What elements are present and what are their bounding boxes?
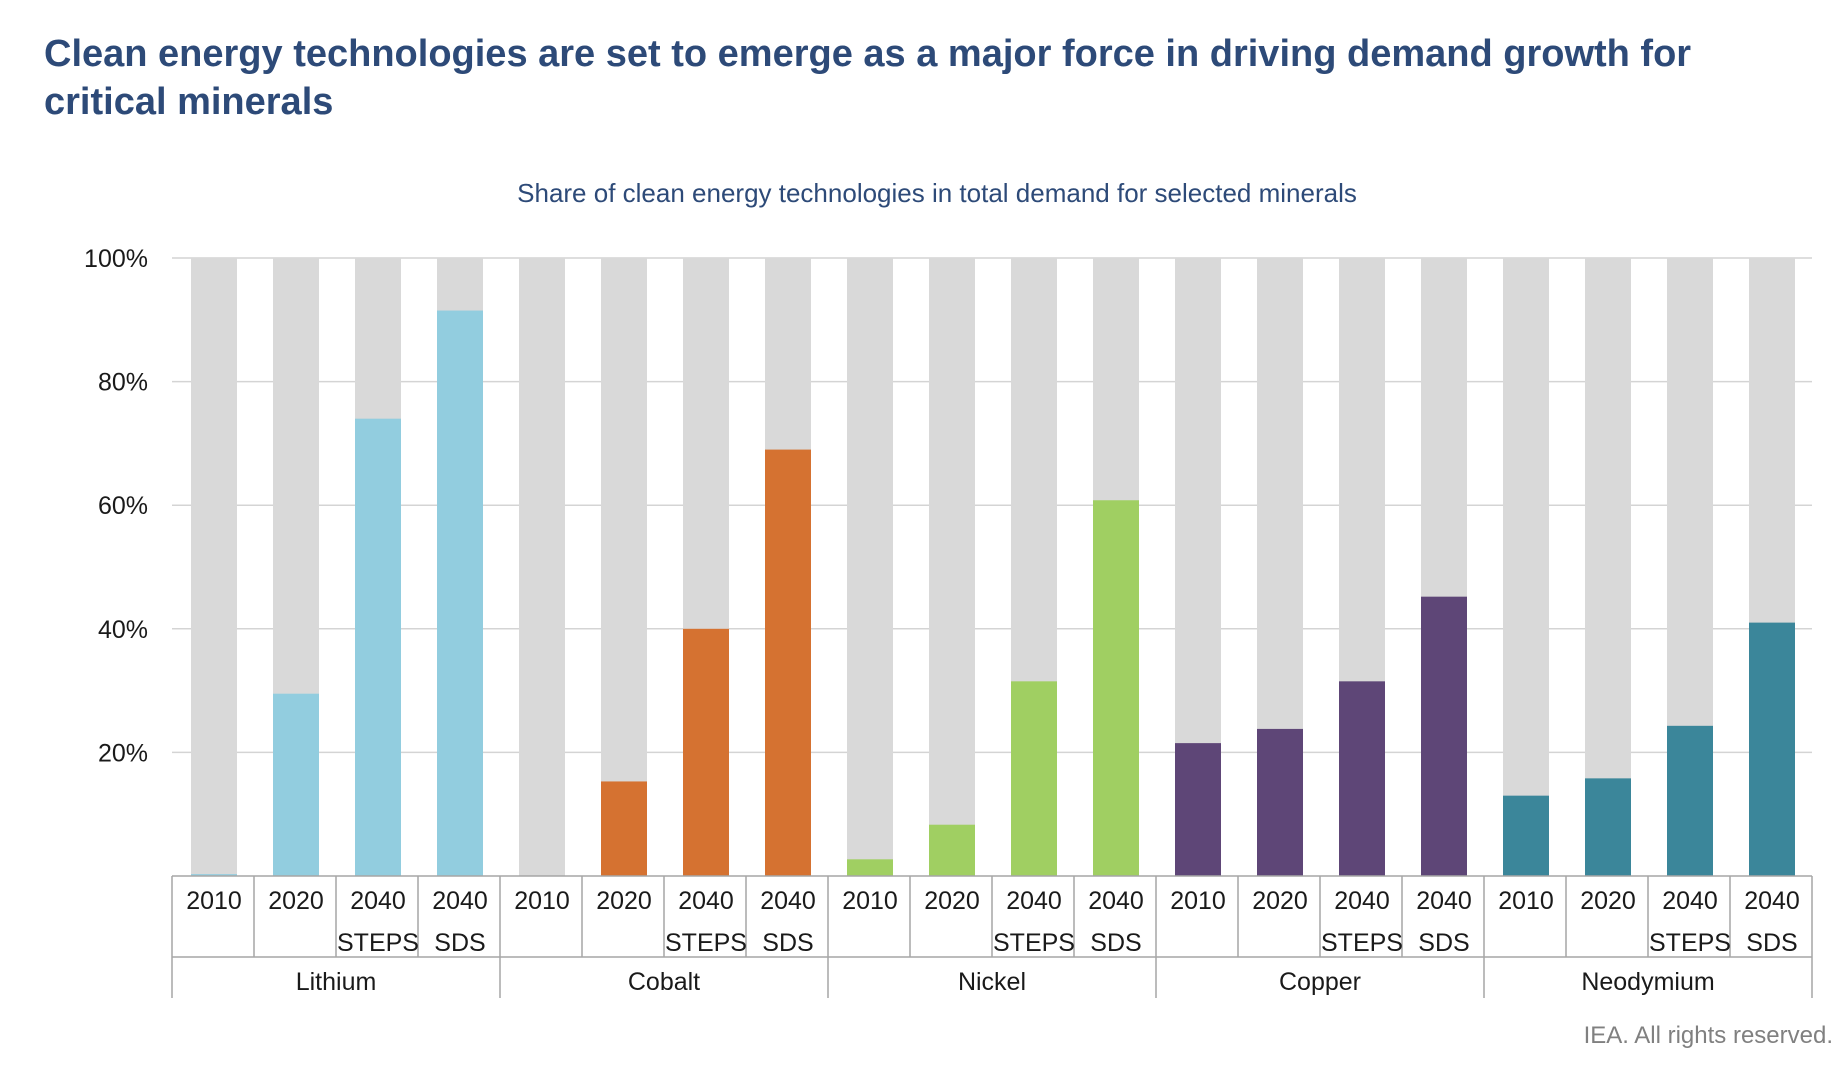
bar-clean-energy-share	[683, 628, 729, 876]
x-category-label: 2040	[1744, 887, 1800, 915]
x-category-label: 2010	[1170, 887, 1226, 915]
bar-clean-energy-share	[765, 449, 811, 876]
bar-clean-energy-share	[191, 874, 237, 876]
x-category-label: 2010	[514, 887, 570, 915]
bar-total-background	[929, 258, 975, 876]
x-category-label: 2040	[760, 887, 816, 915]
x-category-label: 2040	[350, 887, 406, 915]
y-tick-label: 20%	[98, 739, 148, 767]
bar-clean-energy-share	[355, 418, 401, 876]
bar-clean-energy-share	[1421, 596, 1467, 876]
bar-clean-energy-share	[1667, 725, 1713, 876]
bar-total-background	[191, 258, 237, 876]
bar-clean-energy-share	[1749, 622, 1795, 876]
y-tick-label: 60%	[98, 492, 148, 520]
x-category-label: SDS	[1418, 929, 1469, 957]
copyright-note: IEA. All rights reserved.	[1583, 1022, 1833, 1049]
x-category-label: SDS	[762, 929, 813, 957]
x-category-label: 2010	[186, 887, 242, 915]
x-group-label: Nickel	[958, 968, 1026, 996]
bar-clean-energy-share	[929, 824, 975, 876]
y-tick-label: 100%	[84, 245, 148, 273]
bar-clean-energy-share	[437, 310, 483, 876]
x-category-label: SDS	[1090, 929, 1141, 957]
page-title: Clean energy technologies are set to eme…	[44, 33, 1692, 123]
bar-total-background	[847, 258, 893, 876]
x-category-label: 2040	[1006, 887, 1062, 915]
bar-clean-energy-share	[1011, 681, 1057, 876]
bar-total-background	[519, 258, 565, 876]
x-category-label: 2040	[1088, 887, 1144, 915]
x-category-label: STEPS	[337, 929, 419, 957]
y-tick-label: 40%	[98, 616, 148, 644]
x-group-label: Lithium	[296, 968, 377, 996]
x-group-label: Neodymium	[1581, 968, 1714, 996]
x-category-label: 2020	[1580, 887, 1636, 915]
bars	[191, 258, 1795, 876]
x-axis: 2010 2020 2040 STEPS 2040 SDS Lithium 2010 2020 2…	[171, 875, 1813, 998]
x-category-label: 2040	[678, 887, 734, 915]
bar-clean-energy-share	[273, 693, 319, 876]
bar-clean-energy-share	[1175, 743, 1221, 876]
x-category-label: 2040	[1334, 887, 1390, 915]
bar-total-background	[601, 258, 647, 876]
bar-clean-energy-share	[601, 781, 647, 876]
bar-clean-energy-share	[1503, 795, 1549, 876]
x-category-label: 2020	[1252, 887, 1308, 915]
x-category-label: 2040	[1662, 887, 1718, 915]
bar-clean-energy-share	[1093, 500, 1139, 876]
gridlines	[172, 257, 1812, 754]
chart-title: Share of clean energy technologies in to…	[517, 178, 1357, 208]
bar-clean-energy-share	[847, 859, 893, 876]
bar-clean-energy-share	[1585, 778, 1631, 876]
x-category-label: SDS	[1746, 929, 1797, 957]
x-category-label: STEPS	[993, 929, 1075, 957]
x-category-label: 2020	[596, 887, 652, 915]
y-axis: 20% 40% 60% 80% 100%	[84, 245, 148, 767]
x-category-label: 2020	[268, 887, 324, 915]
bar-total-background	[1585, 258, 1631, 876]
x-category-label: 2010	[1498, 887, 1554, 915]
x-category-label: 2020	[924, 887, 980, 915]
x-group-label: Cobalt	[628, 968, 700, 996]
x-category-label: SDS	[434, 929, 485, 957]
y-tick-label: 80%	[98, 369, 148, 397]
x-category-label: STEPS	[1649, 929, 1731, 957]
x-category-label: 2010	[842, 887, 898, 915]
x-group-label: Copper	[1279, 968, 1361, 996]
x-category-label: 2040	[1416, 887, 1472, 915]
x-category-label: STEPS	[665, 929, 747, 957]
x-category-label: STEPS	[1321, 929, 1403, 957]
x-category-label: 2040	[432, 887, 488, 915]
bar-clean-energy-share	[1257, 728, 1303, 876]
bar-clean-energy-share	[1339, 681, 1385, 876]
bar-total-background	[1503, 258, 1549, 876]
